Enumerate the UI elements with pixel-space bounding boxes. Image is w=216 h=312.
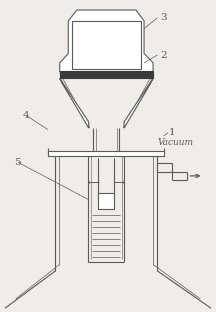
Polygon shape [98,193,114,209]
Polygon shape [60,71,153,78]
Text: 1: 1 [169,128,176,137]
Polygon shape [124,78,153,128]
Polygon shape [48,151,164,156]
Text: 5: 5 [14,158,21,167]
Text: 2: 2 [160,51,167,60]
Polygon shape [60,10,153,72]
Text: 4: 4 [23,111,30,120]
Text: 3: 3 [160,13,167,22]
Polygon shape [60,78,89,128]
Polygon shape [71,21,141,69]
Text: Vacuum: Vacuum [157,138,193,147]
